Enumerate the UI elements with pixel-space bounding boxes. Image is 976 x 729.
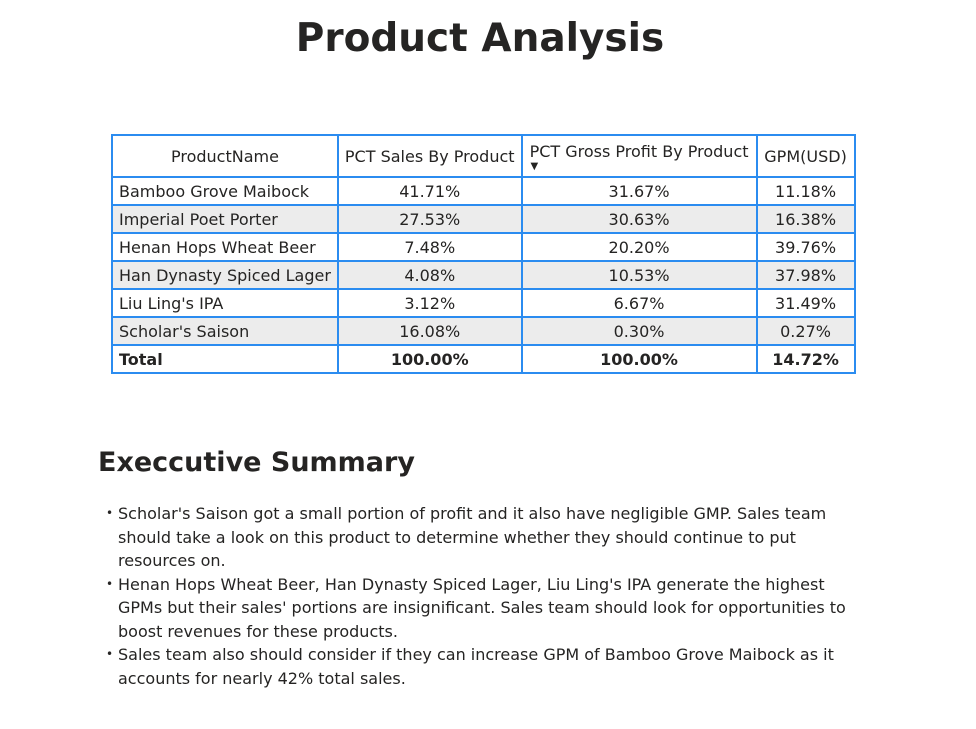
cell-pct-gross-profit: 31.67% xyxy=(522,177,757,205)
table-row: Imperial Poet Porter 27.53% 30.63% 16.38… xyxy=(112,205,855,233)
cell-pct-sales: 27.53% xyxy=(338,205,522,233)
cell-gpm: 11.18% xyxy=(757,177,855,205)
cell-total-pct-gross-profit: 100.00% xyxy=(522,345,757,373)
table-row: Liu Ling's IPA 3.12% 6.67% 31.49% xyxy=(112,289,855,317)
table-row: Henan Hops Wheat Beer 7.48% 20.20% 39.76… xyxy=(112,233,855,261)
product-matrix-table: ProductName PCT Sales By Product PCT Gro… xyxy=(111,134,856,374)
cell-pct-gross-profit: 6.67% xyxy=(522,289,757,317)
column-header-pct-sales[interactable]: PCT Sales By Product xyxy=(338,135,522,177)
cell-gpm: 37.98% xyxy=(757,261,855,289)
summary-bullet: • Sales team also should consider if the… xyxy=(106,643,866,690)
cell-gpm: 0.27% xyxy=(757,317,855,345)
cell-gpm: 31.49% xyxy=(757,289,855,317)
cell-pct-sales: 16.08% xyxy=(338,317,522,345)
cell-pct-sales: 41.71% xyxy=(338,177,522,205)
page-title: Product Analysis xyxy=(0,14,960,64)
column-header-pct-gross-profit-label: PCT Gross Profit By Product xyxy=(530,142,749,161)
summary-bullet: • Scholar's Saison got a small portion o… xyxy=(106,502,866,573)
table-header-row: ProductName PCT Sales By Product PCT Gro… xyxy=(112,135,855,177)
cell-product-name: Henan Hops Wheat Beer xyxy=(112,233,338,261)
cell-pct-sales: 3.12% xyxy=(338,289,522,317)
column-header-pct-gross-profit[interactable]: PCT Gross Profit By Product ▼ xyxy=(522,135,757,177)
cell-total-gpm: 14.72% xyxy=(757,345,855,373)
cell-gpm: 16.38% xyxy=(757,205,855,233)
summary-bullet-list: • Scholar's Saison got a small portion o… xyxy=(106,502,866,690)
summary-bullet-text: Scholar's Saison got a small portion of … xyxy=(118,504,826,570)
column-header-product-name[interactable]: ProductName xyxy=(112,135,338,177)
table-row: Scholar's Saison 16.08% 0.30% 0.27% xyxy=(112,317,855,345)
cell-gpm: 39.76% xyxy=(757,233,855,261)
summary-bullet-text: Henan Hops Wheat Beer, Han Dynasty Spice… xyxy=(118,575,846,641)
cell-pct-gross-profit: 10.53% xyxy=(522,261,757,289)
column-header-gpm[interactable]: GPM(USD) xyxy=(757,135,855,177)
summary-bullet: • Henan Hops Wheat Beer, Han Dynasty Spi… xyxy=(106,573,866,644)
bullet-dot-icon: • xyxy=(106,573,113,597)
bullet-dot-icon: • xyxy=(106,643,113,667)
cell-pct-gross-profit: 30.63% xyxy=(522,205,757,233)
table-total-row: Total 100.00% 100.00% 14.72% xyxy=(112,345,855,373)
cell-product-name: Imperial Poet Porter xyxy=(112,205,338,233)
cell-product-name: Han Dynasty Spiced Lager xyxy=(112,261,338,289)
cell-product-name: Liu Ling's IPA xyxy=(112,289,338,317)
table-row: Bamboo Grove Maibock 41.71% 31.67% 11.18… xyxy=(112,177,855,205)
cell-total-label: Total xyxy=(112,345,338,373)
summary-bullet-text: Sales team also should consider if they … xyxy=(118,645,834,688)
triangle-down-icon: ▼ xyxy=(531,162,539,172)
summary-heading: Execcutive Summary xyxy=(98,444,415,482)
bullet-dot-icon: • xyxy=(106,502,113,526)
cell-pct-gross-profit: 20.20% xyxy=(522,233,757,261)
cell-pct-sales: 4.08% xyxy=(338,261,522,289)
cell-pct-gross-profit: 0.30% xyxy=(522,317,757,345)
table-row: Han Dynasty Spiced Lager 4.08% 10.53% 37… xyxy=(112,261,855,289)
cell-product-name: Bamboo Grove Maibock xyxy=(112,177,338,205)
cell-total-pct-sales: 100.00% xyxy=(338,345,522,373)
cell-pct-sales: 7.48% xyxy=(338,233,522,261)
cell-product-name: Scholar's Saison xyxy=(112,317,338,345)
